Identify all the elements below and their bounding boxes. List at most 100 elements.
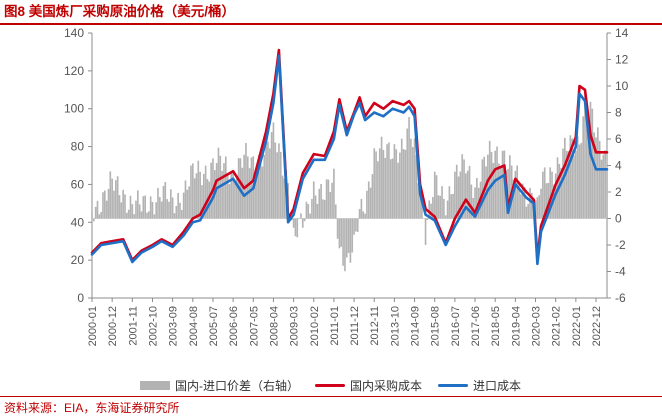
spread-bar	[335, 205, 337, 219]
spread-bar	[436, 175, 438, 218]
spread-bar	[390, 159, 392, 218]
spread-bar	[346, 219, 348, 258]
spread-bar	[164, 182, 166, 218]
left-tick-label: 80	[71, 140, 85, 154]
bottom-rule	[0, 396, 662, 397]
x-tick-label: 2017-06	[470, 306, 482, 346]
spread-bar	[559, 164, 561, 218]
spread-bar	[579, 144, 581, 218]
spread-bar	[331, 183, 333, 219]
legend-item-spread: 国内-进口价差（右轴）	[140, 377, 299, 394]
spread-bar	[502, 151, 504, 219]
spread-bar	[384, 158, 386, 219]
spread-bar	[597, 127, 599, 218]
legend-item-import: 进口成本	[438, 377, 521, 394]
spread-bar	[340, 219, 342, 247]
spread-bar	[452, 194, 454, 219]
x-tick-label: 2019-04	[510, 306, 522, 346]
spread-bar	[339, 219, 341, 249]
x-tick-label: 2020-03	[531, 306, 543, 346]
spread-bar	[350, 219, 352, 263]
spread-bar	[137, 190, 139, 218]
spread-bar	[106, 201, 108, 219]
spread-bar	[527, 204, 529, 219]
spread-bar	[197, 161, 199, 219]
spread-bar	[126, 213, 128, 219]
legend-swatch-domestic	[315, 384, 345, 387]
spread-bar	[265, 136, 267, 219]
spread-bar	[441, 186, 443, 218]
source-note: 资料来源：EIA，东海证券研究所	[4, 399, 179, 416]
spread-bar	[315, 195, 317, 218]
spread-bar	[410, 139, 412, 219]
spread-bar	[342, 219, 344, 266]
spread-bar	[269, 148, 271, 218]
legend-swatch-import	[438, 384, 468, 387]
spread-bar	[119, 195, 121, 218]
spread-bar	[174, 213, 176, 218]
spread-bar	[344, 219, 346, 272]
spread-bar	[300, 213, 302, 218]
spread-bar	[581, 143, 583, 219]
right-tick-label: 4	[615, 159, 622, 173]
spread-bar	[296, 219, 298, 238]
x-tick-label: 2002-10	[147, 306, 159, 346]
legend-label-spread: 国内-进口价差（右轴）	[175, 377, 299, 394]
spread-bar	[155, 202, 157, 218]
spread-bar	[465, 173, 467, 218]
x-tick-label: 2007-05	[248, 306, 260, 346]
spread-bar	[355, 219, 357, 232]
spread-bar	[276, 152, 278, 218]
spread-bar	[337, 219, 339, 239]
spread-bar	[496, 147, 498, 219]
spread-bar	[362, 211, 364, 218]
spread-bar	[93, 219, 95, 222]
spread-bar	[498, 164, 500, 219]
spread-bar	[366, 191, 368, 219]
spread-bar	[590, 102, 592, 219]
spread-bar	[278, 143, 280, 218]
spread-bar	[196, 173, 198, 218]
spread-bar	[450, 194, 452, 218]
spread-bar	[163, 186, 165, 219]
spread-bar	[307, 204, 309, 218]
spread-bar	[306, 202, 308, 219]
spread-bar	[575, 151, 577, 219]
spread-bar	[322, 199, 324, 218]
spread-bar	[179, 203, 181, 219]
spread-bar	[130, 196, 132, 219]
import-cost-line	[92, 56, 607, 264]
spread-bar	[157, 188, 159, 218]
spread-bar	[234, 183, 236, 218]
spread-bar	[159, 197, 161, 218]
spread-bar	[317, 204, 319, 219]
spread-bar	[370, 188, 372, 219]
x-tick-label: 2000-12	[107, 306, 119, 346]
spread-bar	[443, 199, 445, 219]
spread-bar	[401, 139, 403, 219]
x-tick-label: 2014-09	[410, 306, 422, 346]
right-tick-label: 10	[615, 79, 629, 93]
spread-bar	[606, 169, 608, 219]
spread-bar	[403, 149, 405, 218]
spread-bar	[447, 201, 449, 219]
spread-bar	[100, 212, 102, 218]
spread-bar	[537, 197, 539, 218]
spread-bar	[124, 194, 126, 218]
spread-bar	[295, 219, 297, 237]
spread-bar	[271, 132, 273, 218]
spread-bar	[318, 189, 320, 219]
spread-bar	[454, 172, 456, 219]
spread-bar	[324, 200, 326, 219]
spread-bar	[456, 165, 458, 219]
spread-bar	[274, 142, 276, 218]
x-tick-label: 2022-01	[571, 306, 583, 346]
spread-bar	[172, 197, 174, 218]
spread-bar	[166, 199, 168, 218]
spread-bar	[304, 219, 306, 222]
spread-bar	[392, 159, 394, 219]
spread-bar	[142, 196, 144, 218]
right-tick-label: 2	[615, 185, 622, 199]
spread-bar	[91, 212, 93, 218]
x-tick-label: 2009-03	[289, 306, 301, 346]
